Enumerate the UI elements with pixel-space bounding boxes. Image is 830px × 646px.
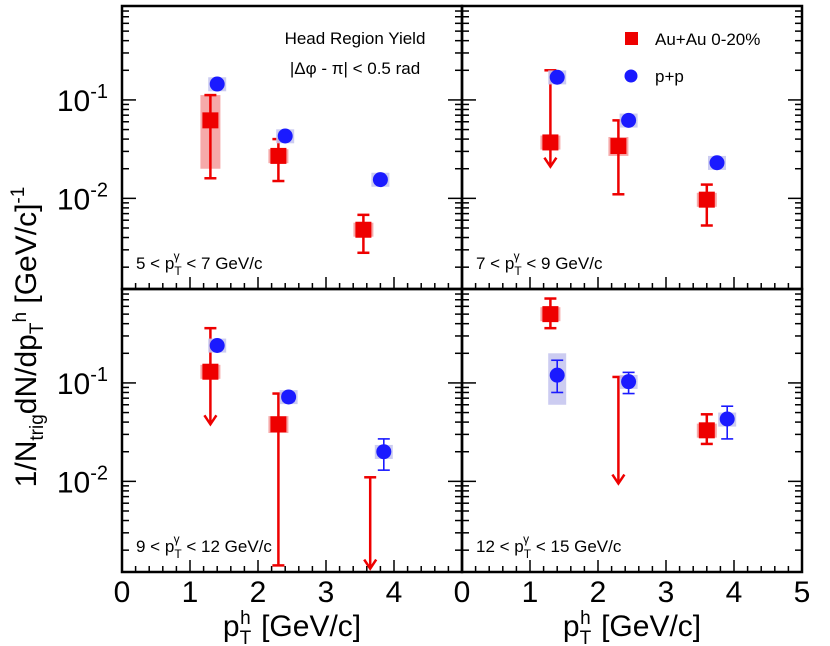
auau-upper-limit-arrow	[611, 473, 626, 486]
x-tick-label: 0	[454, 576, 471, 609]
auau-point	[202, 363, 219, 380]
pp-point	[277, 128, 293, 144]
panel-frame	[120, 4, 464, 291]
x-tick-label: 2	[250, 576, 267, 609]
x-tick-label: 3	[318, 576, 335, 609]
pp-point	[709, 155, 725, 171]
auau-point	[610, 138, 627, 155]
auau-upper-limit-arrow	[203, 414, 218, 427]
range-label: 12 < pTγ < 15 GeV/c	[476, 532, 622, 561]
pp-point	[372, 172, 388, 188]
pp-point	[621, 374, 637, 390]
panel-p12-15: 12 < pTγ < 15 GeV/c	[460, 287, 804, 574]
x-tick-label: 4	[386, 576, 403, 609]
x-axis-title: pTh [GeV/c]	[223, 608, 361, 646]
auau-upper-limit-arrow	[363, 558, 378, 571]
panel-p9-12: 10-1 10-2 9 < pTγ < 12 GeV/c	[57, 287, 464, 574]
y-tick-label: 10-1	[57, 364, 108, 401]
legend-marker-pp	[624, 69, 638, 83]
y-tick-label: 10-1	[57, 81, 108, 118]
pp-point	[209, 338, 225, 354]
x-tick-label: 5	[794, 576, 811, 609]
panel-frame	[120, 287, 464, 574]
panel-p7-9: 7 < pTγ < 9 GeV/c	[460, 4, 804, 291]
legend-label-pp: p+p	[655, 67, 684, 86]
range-label: 9 < pTγ < 12 GeV/c	[136, 532, 272, 561]
x-axis-title: pTh [GeV/c]	[563, 608, 701, 646]
pp-point	[549, 69, 565, 85]
legend: Au+Au 0-20% p+p	[624, 30, 760, 86]
y-tick-label: 10-2	[57, 179, 108, 216]
pp-point	[549, 367, 565, 383]
x-tick-label: 3	[658, 576, 675, 609]
auau-point	[698, 422, 715, 439]
x-tick-label: 2	[590, 576, 607, 609]
auau-upper-limit-arrow	[543, 156, 558, 169]
panel-frame	[460, 287, 804, 574]
auau-point	[542, 134, 559, 151]
x-tick-label: 1	[522, 576, 539, 609]
auau-point	[355, 221, 372, 238]
auau-point	[698, 191, 715, 208]
auau-point	[270, 147, 287, 164]
y-axis-title: 1/NtrigdN/dpTh [GeV/c]-1	[8, 187, 48, 488]
x-tick-label: 0	[114, 576, 131, 609]
auau-point	[270, 416, 287, 433]
annotation-title: Head Region Yield	[285, 29, 426, 48]
legend-marker-auau	[625, 32, 638, 45]
auau-point	[542, 306, 559, 323]
x-tick-label: 4	[726, 576, 743, 609]
pp-point	[209, 76, 225, 92]
y-tick-label: 10-2	[57, 462, 108, 499]
panel-p5-7: 10-1 10-2 5 < pTγ < 7 GeV/c	[57, 4, 464, 291]
legend-label-auau: Au+Au 0-20%	[655, 30, 760, 49]
range-label: 5 < pTγ < 7 GeV/c	[136, 249, 263, 278]
pp-point	[621, 112, 637, 128]
pp-point	[281, 389, 297, 405]
x-tick-label: 1	[182, 576, 199, 609]
range-label: 7 < pTγ < 9 GeV/c	[476, 249, 603, 278]
annotation-cut: |Δφ - π| < 0.5 rad	[290, 59, 420, 78]
auau-point	[202, 112, 219, 129]
pp-point	[376, 444, 392, 460]
pp-point	[719, 411, 735, 427]
